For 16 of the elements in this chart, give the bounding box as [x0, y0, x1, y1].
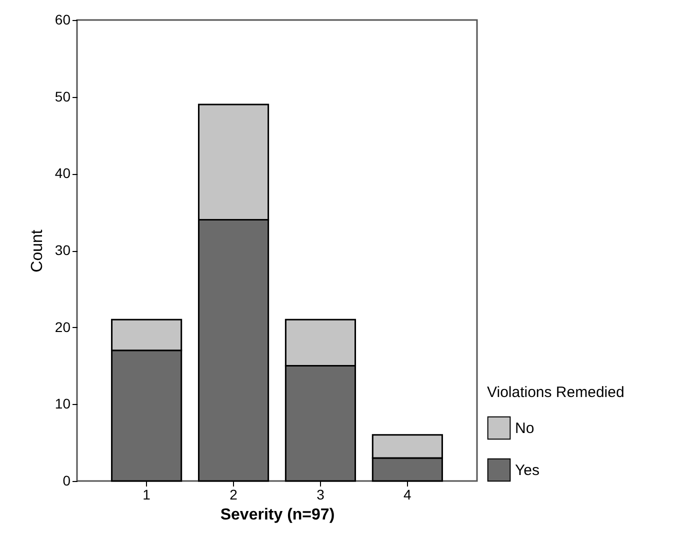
legend-label: No — [515, 420, 534, 437]
y-tick-label: 0 — [62, 472, 71, 488]
y-tick-label: 50 — [54, 88, 71, 104]
y-axis-title: Count — [28, 229, 46, 272]
x-tick-label: 1 — [142, 486, 151, 502]
x-tick-label: 4 — [404, 486, 412, 502]
y-tick-label: 60 — [54, 12, 71, 28]
y-tick-label: 30 — [54, 242, 71, 258]
x-tick-label: 3 — [316, 486, 325, 502]
legend-title: Violations Remedied — [487, 384, 624, 401]
legend-label: Yes — [515, 462, 540, 479]
y-tick-label: 40 — [54, 165, 71, 182]
y-tick-label: 10 — [54, 396, 71, 412]
x-axis-title: Severity (n=97) — [220, 506, 335, 524]
y-tick-label: 20 — [54, 318, 71, 335]
x-tick-label: 2 — [230, 486, 238, 502]
